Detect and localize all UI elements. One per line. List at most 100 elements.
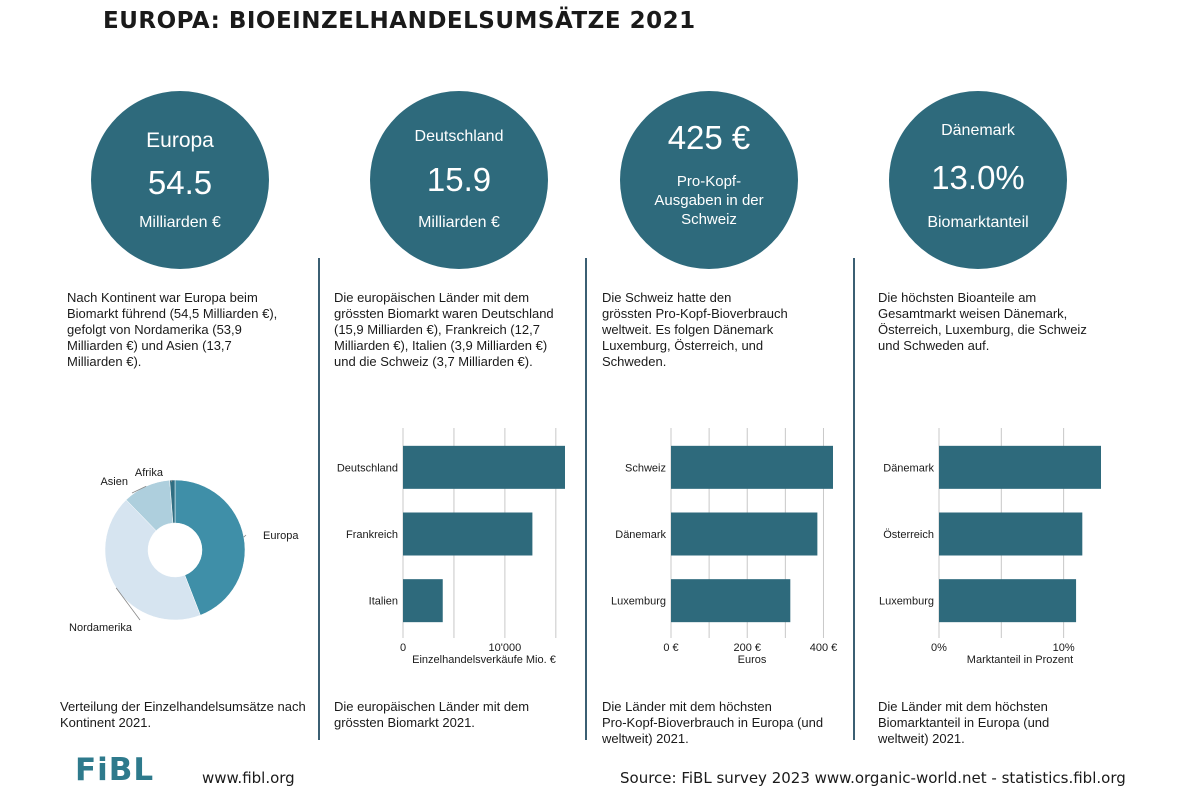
- paragraph-line: Österreich, Luxemburg, die Schweiz: [878, 322, 1087, 337]
- caption-line: grössten Biomarkt 2021.: [334, 715, 475, 730]
- tick-label: 0: [400, 642, 406, 654]
- category-label: Deutschland: [337, 462, 398, 474]
- paragraph-line: Die höchsten Bioanteile am: [878, 290, 1037, 305]
- circle-label: Dänemark: [941, 122, 1015, 139]
- paragraph-line: Luxemburg, Österreich, und: [602, 338, 764, 353]
- tick-label: 0 €: [663, 642, 678, 654]
- category-label: Luxemburg: [611, 596, 666, 608]
- tick-label: 0%: [931, 642, 947, 654]
- caption-line: Biomarktanteil in Europa (und: [878, 715, 1050, 730]
- circle-value: 15.9: [426, 161, 492, 198]
- donut-slice-europa: [174, 479, 246, 616]
- leader-line: [131, 485, 147, 494]
- circle-europa: Europa 54.5 Milliarden €: [91, 91, 269, 269]
- caption-market-share: Die Länder mit dem höchsten Biomarktante…: [878, 699, 1049, 747]
- circle-unit: Milliarden €: [418, 214, 500, 231]
- tick-label: 200 €: [733, 642, 761, 654]
- paragraph-line: gefolgt von Nordamerika (53,9: [67, 322, 242, 337]
- category-label: Italien: [369, 596, 398, 608]
- paragraph-countries: Die europäischen Länder mit dem grössten…: [334, 290, 554, 370]
- paragraph-line: Schweden.: [602, 354, 667, 369]
- caption-line: Verteilung der Einzelhandelsumsätze nach: [60, 699, 306, 714]
- caption-line: Die Länder mit dem höchsten: [878, 699, 1048, 714]
- caption-continents: Verteilung der Einzelhandelsumsätze nach…: [60, 699, 306, 731]
- donut-chart: Europa Nordamerika Asien Afrika: [69, 467, 299, 634]
- x-axis-label: Marktanteil in Prozent: [967, 654, 1073, 666]
- fibl-logo: FiBL: [75, 752, 155, 788]
- bar-chart-per-capita: Schweiz Dänemark Luxemburg 0 € 200 € 400 € Eur…: [611, 428, 838, 666]
- tick-label: 400 €: [810, 642, 838, 654]
- column-divider: [318, 258, 320, 740]
- donut-slice-nordamerika: [104, 499, 201, 621]
- caption-line: Pro-Kopf-Bioverbrauch in Europa (und: [602, 715, 824, 730]
- paragraph-line: (15,9 Milliarden €), Frankreich (12,7: [334, 322, 540, 337]
- paragraph-line: grössten Biomarkt waren Deutschland: [334, 306, 554, 321]
- donut-label-europa: Europa: [263, 530, 299, 542]
- category-label: Frankreich: [346, 529, 398, 541]
- circle-unit: Milliarden €: [139, 214, 221, 231]
- category-label: Dänemark: [883, 462, 934, 474]
- paragraph-line: Gesamtmarkt weisen Dänemark,: [878, 306, 1068, 321]
- paragraph-line: Milliarden €) und Asien (13,7: [67, 338, 232, 353]
- caption-line: Kontinent 2021.: [60, 715, 152, 730]
- circle-label: Deutschland: [414, 128, 504, 145]
- paragraph-line: weltweit. Es folgen Dänemark: [602, 322, 774, 337]
- bar-österreich: [939, 512, 1083, 556]
- bar-frankreich: [403, 512, 533, 556]
- paragraph-line: Nach Kontinent war Europa beim: [67, 290, 258, 305]
- paragraph-line: und die Schweiz (3,7 Milliarden €).: [334, 354, 533, 369]
- circle-value: 54.5: [147, 164, 213, 201]
- tick-label: 10'000: [489, 642, 522, 654]
- tick-label: 10%: [1053, 642, 1075, 654]
- x-axis-label: Euros: [738, 654, 767, 666]
- paragraph-per-capita: Die Schweiz hatte den grössten Pro-Kopf-…: [602, 290, 788, 370]
- caption-line: Die europäischen Länder mit dem: [334, 699, 530, 714]
- paragraph-line: Milliarden €), Italien (3,9 Milliarden €…: [334, 338, 548, 353]
- page-title: EUROPA: BIOEINZELHANDELSUMSÄTZE 2021: [103, 8, 696, 34]
- circle-daenemark: Dänemark 13.0% Biomarktanteil: [889, 91, 1067, 269]
- bar-luxemburg: [671, 579, 791, 623]
- caption-countries: Die europäischen Länder mit dem grössten…: [334, 699, 529, 731]
- bar-luxemburg: [939, 579, 1077, 623]
- bar-deutschland: [403, 445, 565, 489]
- leader-line: [115, 587, 141, 621]
- category-label: Österreich: [883, 529, 934, 541]
- circle-value: 13.0%: [931, 159, 1025, 196]
- caption-line: Die Länder mit dem höchsten: [602, 699, 772, 714]
- bar-dänemark: [671, 512, 818, 556]
- source-note: Source: FiBL survey 2023 www.organic-wor…: [620, 769, 1126, 787]
- circle-line: Ausgaben in der: [654, 192, 764, 209]
- leader-line: [243, 534, 247, 538]
- paragraph-continents: Nach Kontinent war Europa beim Biomarkt …: [67, 290, 277, 370]
- bar-dänemark: [939, 445, 1101, 489]
- leader-line: [170, 479, 173, 483]
- circle-line: Pro-Kopf-: [676, 173, 742, 190]
- caption-per-capita: Die Länder mit dem höchsten Pro-Kopf-Bio…: [602, 699, 823, 747]
- circle-value: 425 €: [667, 119, 751, 156]
- circle-deutschland: Deutschland 15.9 Milliarden €: [370, 91, 548, 269]
- circle-unit: Biomarktanteil: [927, 214, 1029, 231]
- donut-label-nordamerika: Nordamerika: [69, 622, 133, 634]
- bar-italien: [403, 579, 443, 623]
- paragraph-market-share: Die höchsten Bioanteile am Gesamtmarkt w…: [878, 290, 1087, 354]
- caption-line: weltweit) 2021.: [878, 731, 965, 746]
- column-divider: [585, 258, 587, 740]
- paragraph-line: Milliarden €).: [67, 354, 142, 369]
- paragraph-line: Die Schweiz hatte den: [602, 290, 732, 305]
- paragraph-line: und Schweden auf.: [878, 338, 990, 353]
- circle-label: Europa: [146, 129, 214, 152]
- caption-line: weltweit) 2021.: [602, 731, 689, 746]
- column-divider: [853, 258, 855, 740]
- website-link[interactable]: www.fibl.org: [202, 769, 295, 787]
- circle-schweiz: 425 € Pro-Kopf- Ausgaben in der Schweiz: [620, 91, 798, 269]
- circle-line: Schweiz: [681, 211, 737, 228]
- paragraph-line: Die europäischen Länder mit dem: [334, 290, 530, 305]
- category-label: Luxemburg: [879, 596, 934, 608]
- bar-chart-countries: Deutschland Frankreich Italien 0 10'000Einze…: [337, 428, 565, 666]
- bar-schweiz: [671, 445, 833, 489]
- paragraph-line: Biomarkt führend (54,5 Milliarden €),: [67, 306, 278, 321]
- donut-label-afrika: Afrika: [135, 467, 164, 479]
- donut-slice-afrika: [169, 479, 176, 524]
- paragraph-line: grössten Pro-Kopf-Bioverbrauch: [602, 306, 788, 321]
- donut-label-asien: Asien: [100, 476, 128, 488]
